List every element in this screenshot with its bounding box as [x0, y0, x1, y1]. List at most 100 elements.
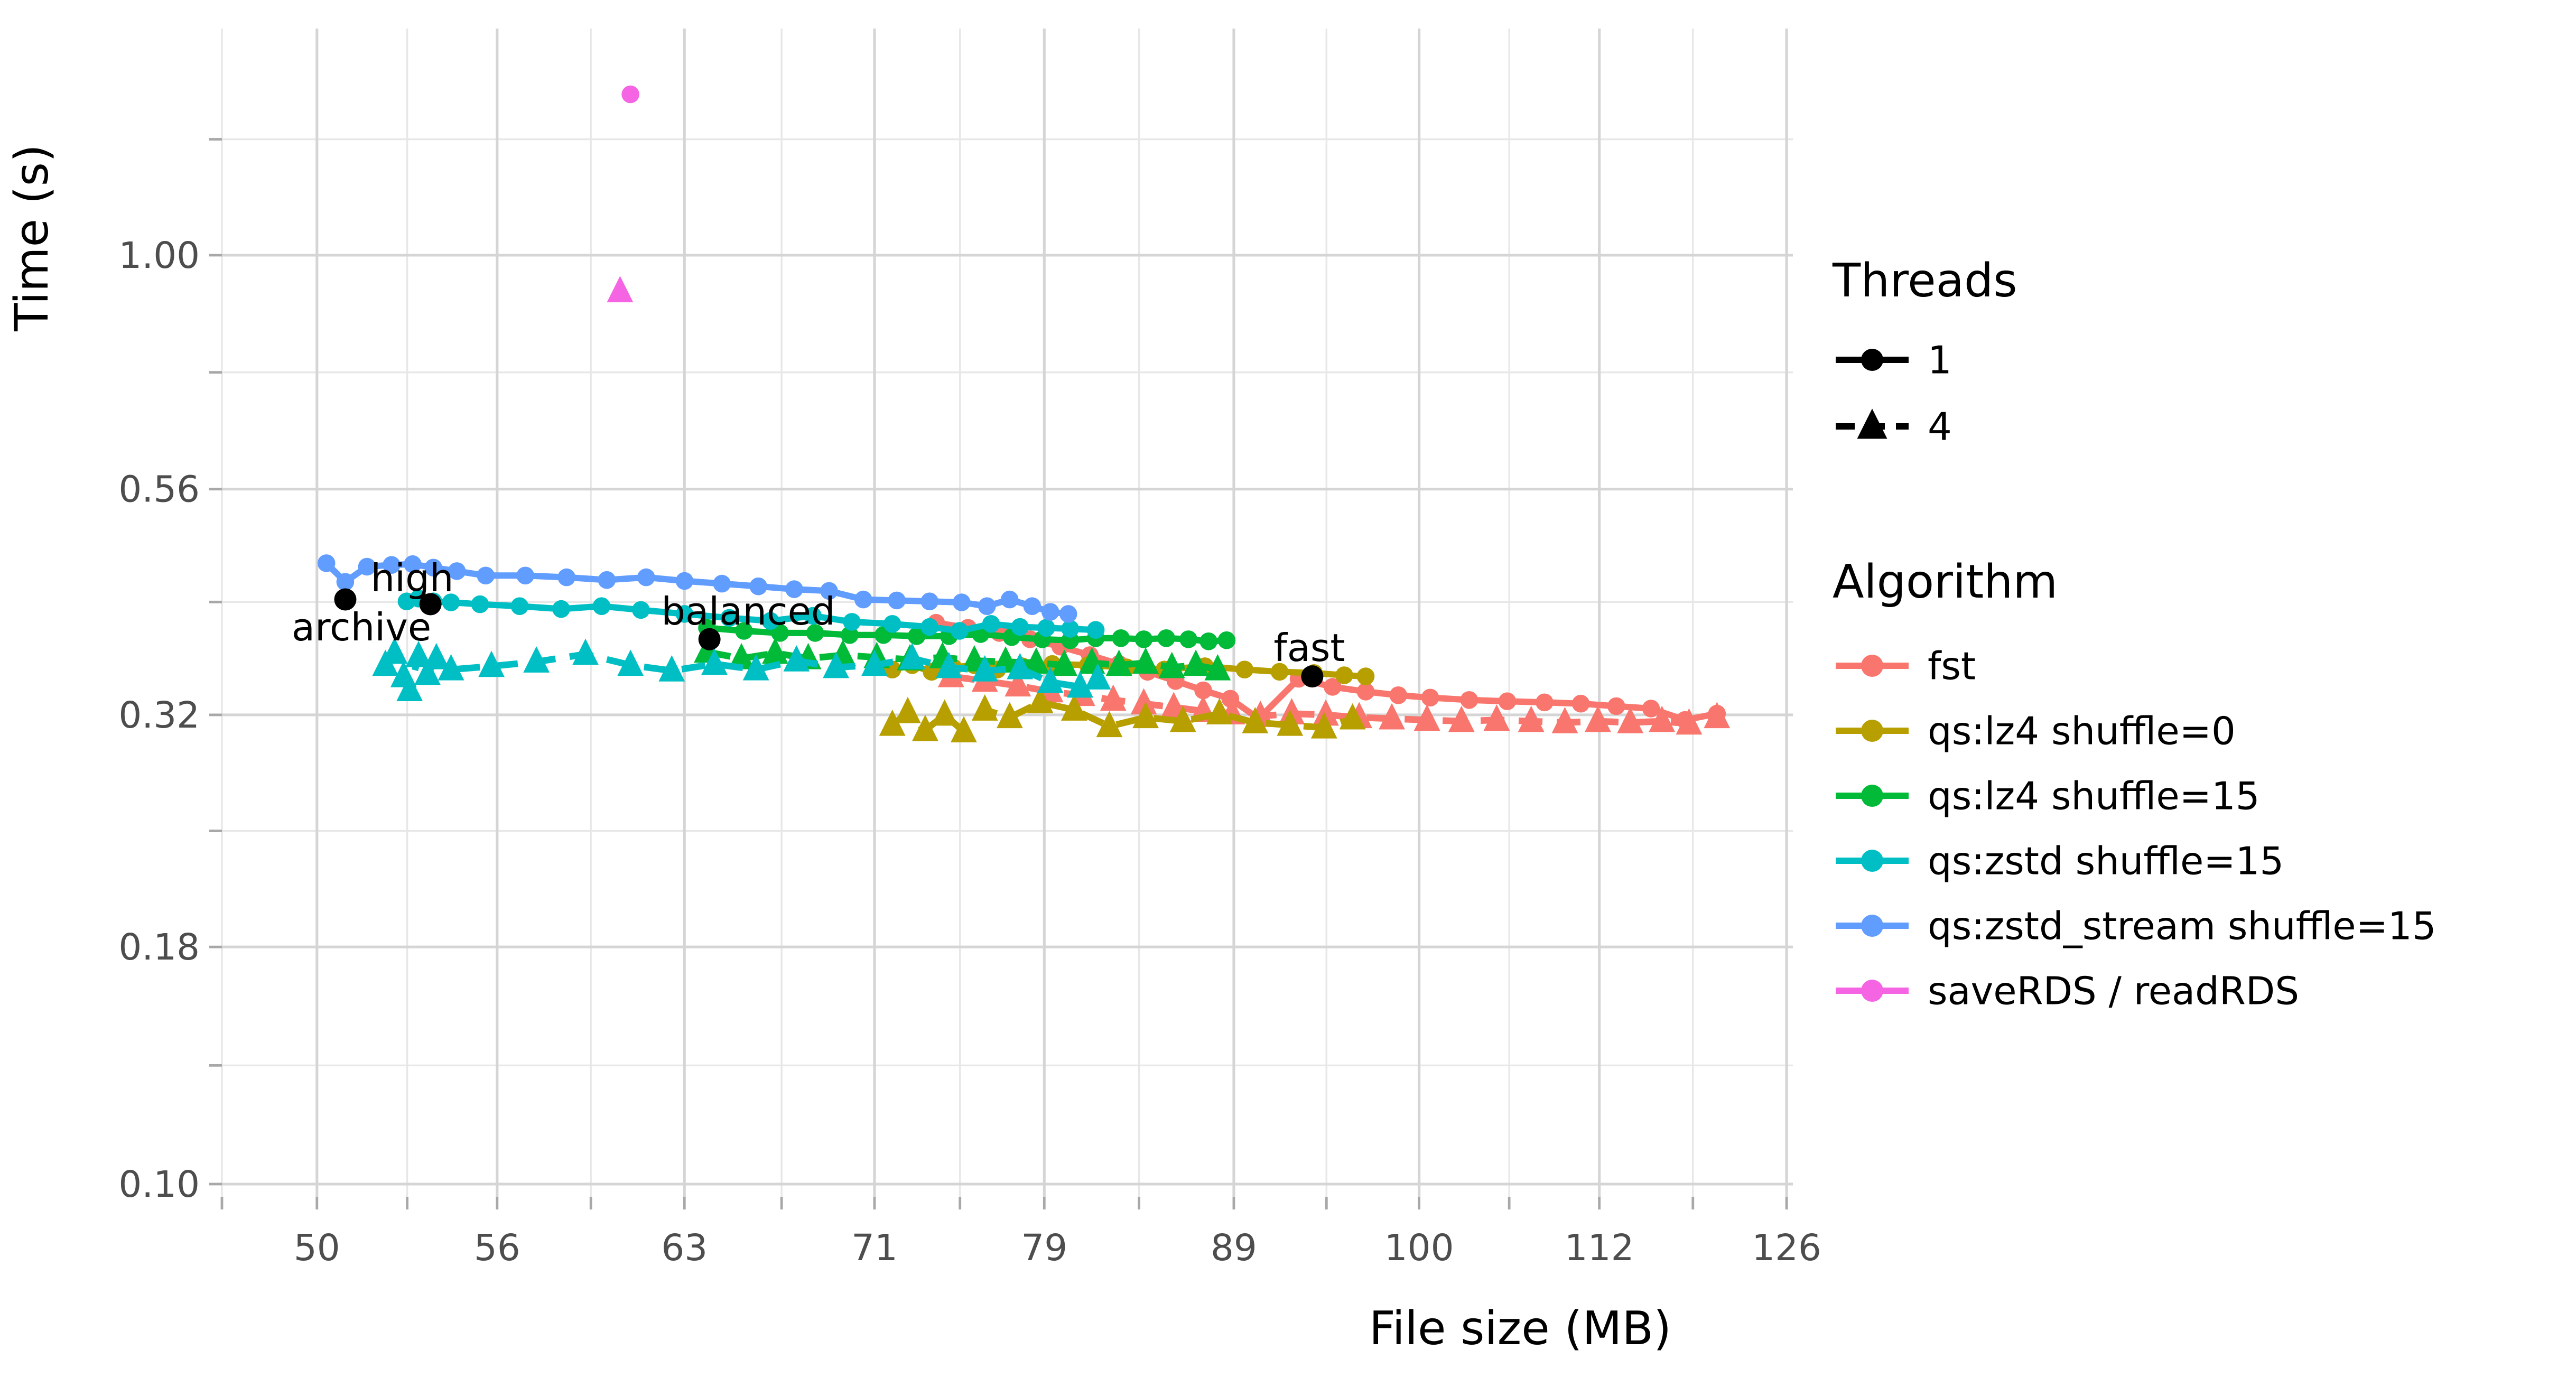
legend-threads-item-1: 1	[1836, 338, 1952, 383]
point-triangle	[1132, 702, 1159, 729]
point-circle	[804, 607, 822, 625]
axis-tick-labels: 50 56 63 71 79 89 100 112 126 1.00 0.56 0.32 0.18 0.1…	[118, 235, 1821, 1269]
point-triangle	[523, 646, 550, 673]
point-circle	[1324, 678, 1342, 696]
preset-label-balanced: balanced	[661, 589, 835, 634]
point-triangle	[1005, 670, 1031, 697]
y-tick-label: 0.56	[118, 469, 200, 511]
point-circle	[1194, 681, 1212, 700]
y-tick-label: 0.18	[118, 926, 200, 969]
point-triangle	[1007, 653, 1034, 679]
point-circle	[510, 597, 529, 615]
point-triangle	[1676, 708, 1703, 735]
point-triangle	[935, 651, 962, 678]
legend-algorithm-item-qs-zstd-shuffle-15: qs:zstd shuffle=15	[1836, 839, 2284, 883]
point-circle	[1335, 666, 1353, 684]
point-circle	[557, 568, 575, 587]
point-circle	[820, 582, 838, 600]
point-circle	[1270, 663, 1289, 681]
legend-algorithm-label: qs:lz4 shuffle=0	[1928, 709, 2236, 753]
point-circle	[883, 615, 901, 633]
point-circle	[920, 592, 939, 610]
point-circle	[592, 597, 611, 615]
point-triangle	[1183, 649, 1209, 676]
x-tick-label: 63	[661, 1227, 708, 1269]
point-circle	[404, 555, 422, 573]
point-triangle	[381, 637, 408, 664]
point-triangle	[438, 654, 464, 681]
point-circle	[1536, 693, 1554, 712]
point-circle	[1059, 605, 1077, 623]
legend-key-circle-icon	[1861, 915, 1883, 937]
y-tick-label: 0.32	[118, 694, 200, 737]
point-circle	[1356, 683, 1375, 701]
point-triangle	[1379, 703, 1405, 730]
series-qs-zstd-shuffle-15	[372, 590, 1111, 702]
preset-label-archive: archive	[292, 605, 431, 649]
point-circle	[888, 591, 906, 610]
point-circle	[785, 580, 803, 598]
legend-key-circle-icon	[1861, 785, 1883, 807]
point-circle	[854, 590, 872, 609]
point-triangle	[912, 714, 938, 741]
legend-algorithm-item-fst: fst	[1836, 644, 1976, 688]
point-triangle	[1310, 712, 1337, 739]
point-triangle	[1277, 709, 1304, 736]
point-triangle	[1169, 705, 1196, 732]
y-tick-label: 1.00	[118, 235, 200, 277]
data-series-layer	[317, 85, 1731, 743]
series-line-threads1	[406, 595, 1096, 634]
point-circle	[1179, 630, 1197, 648]
point-triangle	[1339, 703, 1366, 730]
preset-annotations-layer: archive high balanced fast	[292, 556, 1345, 688]
point-circle	[1041, 603, 1059, 621]
point-circle	[637, 568, 655, 587]
point-triangle	[607, 276, 634, 303]
axis-tick-marks	[209, 138, 1788, 1209]
point-triangle	[931, 699, 958, 726]
point-circle	[920, 618, 939, 636]
point-triangle	[996, 702, 1023, 729]
point-triangle	[396, 675, 423, 702]
x-tick-label: 50	[294, 1227, 340, 1269]
point-triangle	[1132, 647, 1159, 674]
point-circle	[675, 572, 694, 590]
point-triangle	[1061, 694, 1087, 721]
preset-point-fast	[1301, 665, 1324, 688]
point-circle	[1221, 690, 1240, 708]
point-triangle	[1242, 706, 1269, 733]
legend-threads-item-4: 4	[1836, 405, 1952, 449]
point-circle	[1356, 667, 1375, 685]
point-circle	[383, 556, 401, 574]
point-circle	[1421, 688, 1439, 707]
point-circle	[843, 613, 861, 631]
point-circle	[477, 566, 495, 585]
preset-point-archive	[334, 588, 357, 611]
legend-key-circle-icon	[1861, 655, 1883, 677]
point-triangle	[1096, 711, 1123, 738]
point-triangle	[895, 696, 921, 723]
point-triangle	[1483, 704, 1510, 731]
point-circle	[1460, 691, 1478, 709]
point-triangle	[899, 643, 926, 669]
x-tick-label: 79	[1021, 1227, 1067, 1269]
x-tick-label: 56	[474, 1227, 520, 1269]
legend-key-circle-icon	[1861, 850, 1883, 872]
point-circle	[720, 609, 738, 627]
point-circle	[358, 557, 376, 576]
point-circle	[317, 554, 336, 572]
legend-key-triangle-icon	[1857, 408, 1887, 439]
point-triangle	[861, 649, 888, 676]
point-circle	[632, 601, 650, 619]
point-circle	[953, 593, 971, 611]
point-circle	[598, 571, 616, 589]
point-circle	[771, 624, 789, 642]
point-triangle	[423, 643, 450, 669]
point-triangle	[1023, 647, 1049, 674]
point-triangle	[405, 640, 432, 667]
point-circle	[336, 573, 355, 591]
x-tick-label: 100	[1384, 1227, 1454, 1269]
point-triangle	[617, 649, 644, 676]
point-triangle	[1051, 649, 1078, 676]
